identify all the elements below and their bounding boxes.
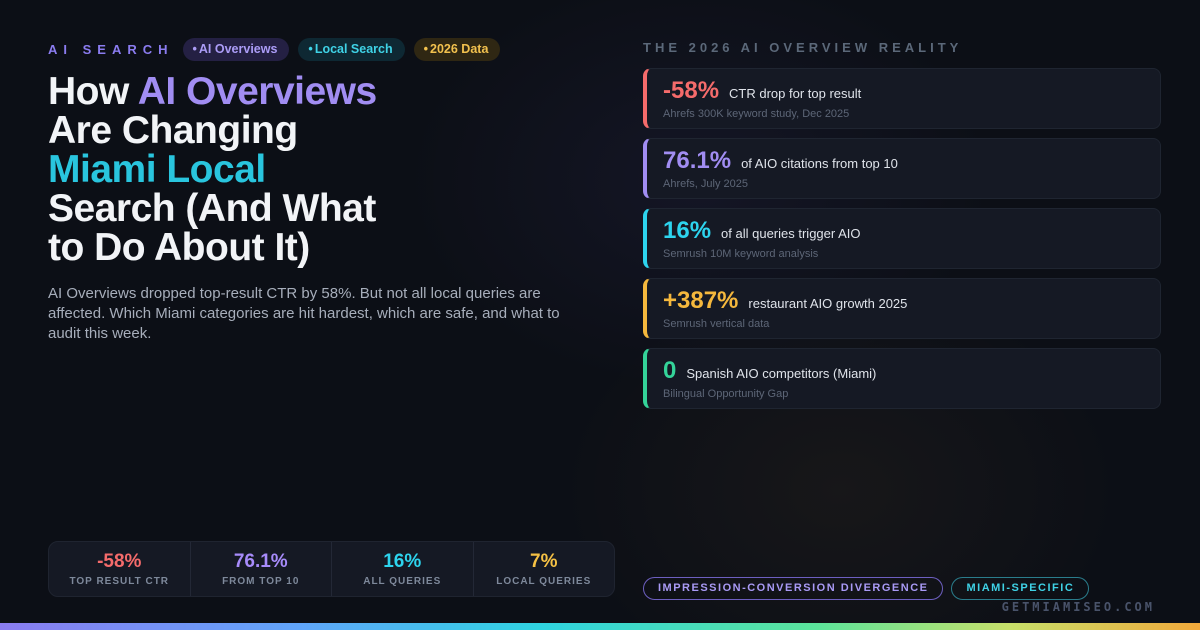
card-top-row: 76.1% of AIO citations from top 10 [663,147,1144,175]
title-seg-white: How [48,70,138,113]
card-text: restaurant AIO growth 2025 [748,296,908,311]
stat-label: TOP RESULT CTR [69,576,170,587]
badge-label: AI Overviews [198,42,278,56]
card-source: Ahrefs 300K keyword study, Dec 2025 [663,108,850,120]
tag-row: IMPRESSION-CONVERSION DIVERGENCE MIAMI-S… [643,577,1090,600]
stat-top-result-ctr: -58% TOP RESULT CTR [49,542,190,596]
stat-value: 76.1% [233,551,288,572]
card-source: Semrush 10M keyword analysis [663,248,819,260]
footer-gradient-bar [0,623,1200,630]
bullet-dot-icon: • [192,42,197,56]
title-seg-white: Are Changing [48,109,298,152]
card-value: 0 [663,357,677,384]
stat-value: 16% [383,551,422,572]
card-source: Semrush vertical data [663,318,770,330]
page-title: How AI Overviews Are Changing Miami Loca… [48,72,377,267]
card-top-row: 16% of all queries trigger AIO [663,217,1144,245]
stat-local-queries: 7% LOCAL QUERIES [472,542,615,596]
title-seg-purple: AI Overviews [137,70,377,113]
brand-label: AI SEARCH [48,42,174,57]
stat-all-queries: 16% ALL QUERIES [331,542,473,596]
title-seg-white: to Do About It) [48,226,310,269]
tag-miami-specific: MIAMI-SPECIFIC [951,577,1090,600]
badge-2026-data: • 2026 Data [413,38,501,61]
site-watermark: GETMIAMISEO.COM [1001,600,1155,614]
card-value: +387% [663,287,739,314]
lede-paragraph: AI Overviews dropped top-result CTR by 5… [48,285,560,342]
stat-card-spanish-competitors: 0 Spanish AIO competitors (Miami) Biling… [643,348,1161,409]
bullet-dot-icon: • [423,42,429,56]
card-value: -58% [663,77,720,104]
card-top-row: 0 Spanish AIO competitors (Miami) [663,357,1144,385]
stat-card-list: -58% CTR drop for top result Ahrefs 300K… [643,68,1161,409]
bullet-dot-icon: • [308,42,313,56]
stat-value: 7% [530,551,558,572]
stat-label: ALL QUERIES [363,576,442,587]
stat-label: FROM TOP 10 [222,576,300,587]
stat-label: LOCAL QUERIES [496,576,592,587]
badge-label: Local Search [314,42,393,56]
card-text: of all queries trigger AIO [721,226,861,241]
card-value: 16% [663,217,712,244]
stat-card-restaurant-growth: +387% restaurant AIO growth 2025 Semrush… [643,278,1161,339]
card-top-row: -58% CTR drop for top result [663,77,1144,105]
card-source: Ahrefs, July 2025 [663,178,748,190]
badge-label: 2026 Data [430,42,489,56]
stat-card-ctr-drop: -58% CTR drop for top result Ahrefs 300K… [643,68,1161,129]
stat-value: -58% [97,551,142,572]
badge-local-search: • Local Search [298,38,405,61]
card-source: Bilingual Opportunity Gap [663,388,789,400]
card-text: Spanish AIO competitors (Miami) [686,366,877,381]
stat-card-aio-citations: 76.1% of AIO citations from top 10 Ahref… [643,138,1161,199]
card-value: 76.1% [663,147,732,174]
stat-card-query-trigger: 16% of all queries trigger AIO Semrush 1… [643,208,1161,269]
stat-from-top-10: 76.1% FROM TOP 10 [189,542,332,596]
badge-ai-overviews: • AI Overviews [182,38,290,61]
card-text: of AIO citations from top 10 [741,156,898,171]
brand-row: AI SEARCH • AI Overviews • Local Search • 2… [48,38,501,61]
tag-impression-conversion-divergence: IMPRESSION-CONVERSION DIVERGENCE [643,577,944,600]
right-panel-title: THE 2026 AI OVERVIEW REALITY [643,40,963,55]
card-top-row: +387% restaurant AIO growth 2025 [663,287,1144,315]
title-seg-white: Search (And What [48,187,376,230]
summary-stats-bar: -58% TOP RESULT CTR 76.1% FROM TOP 10 16… [48,541,615,597]
card-text: CTR drop for top result [729,86,862,101]
title-seg-cyan: Miami Local [48,148,266,191]
